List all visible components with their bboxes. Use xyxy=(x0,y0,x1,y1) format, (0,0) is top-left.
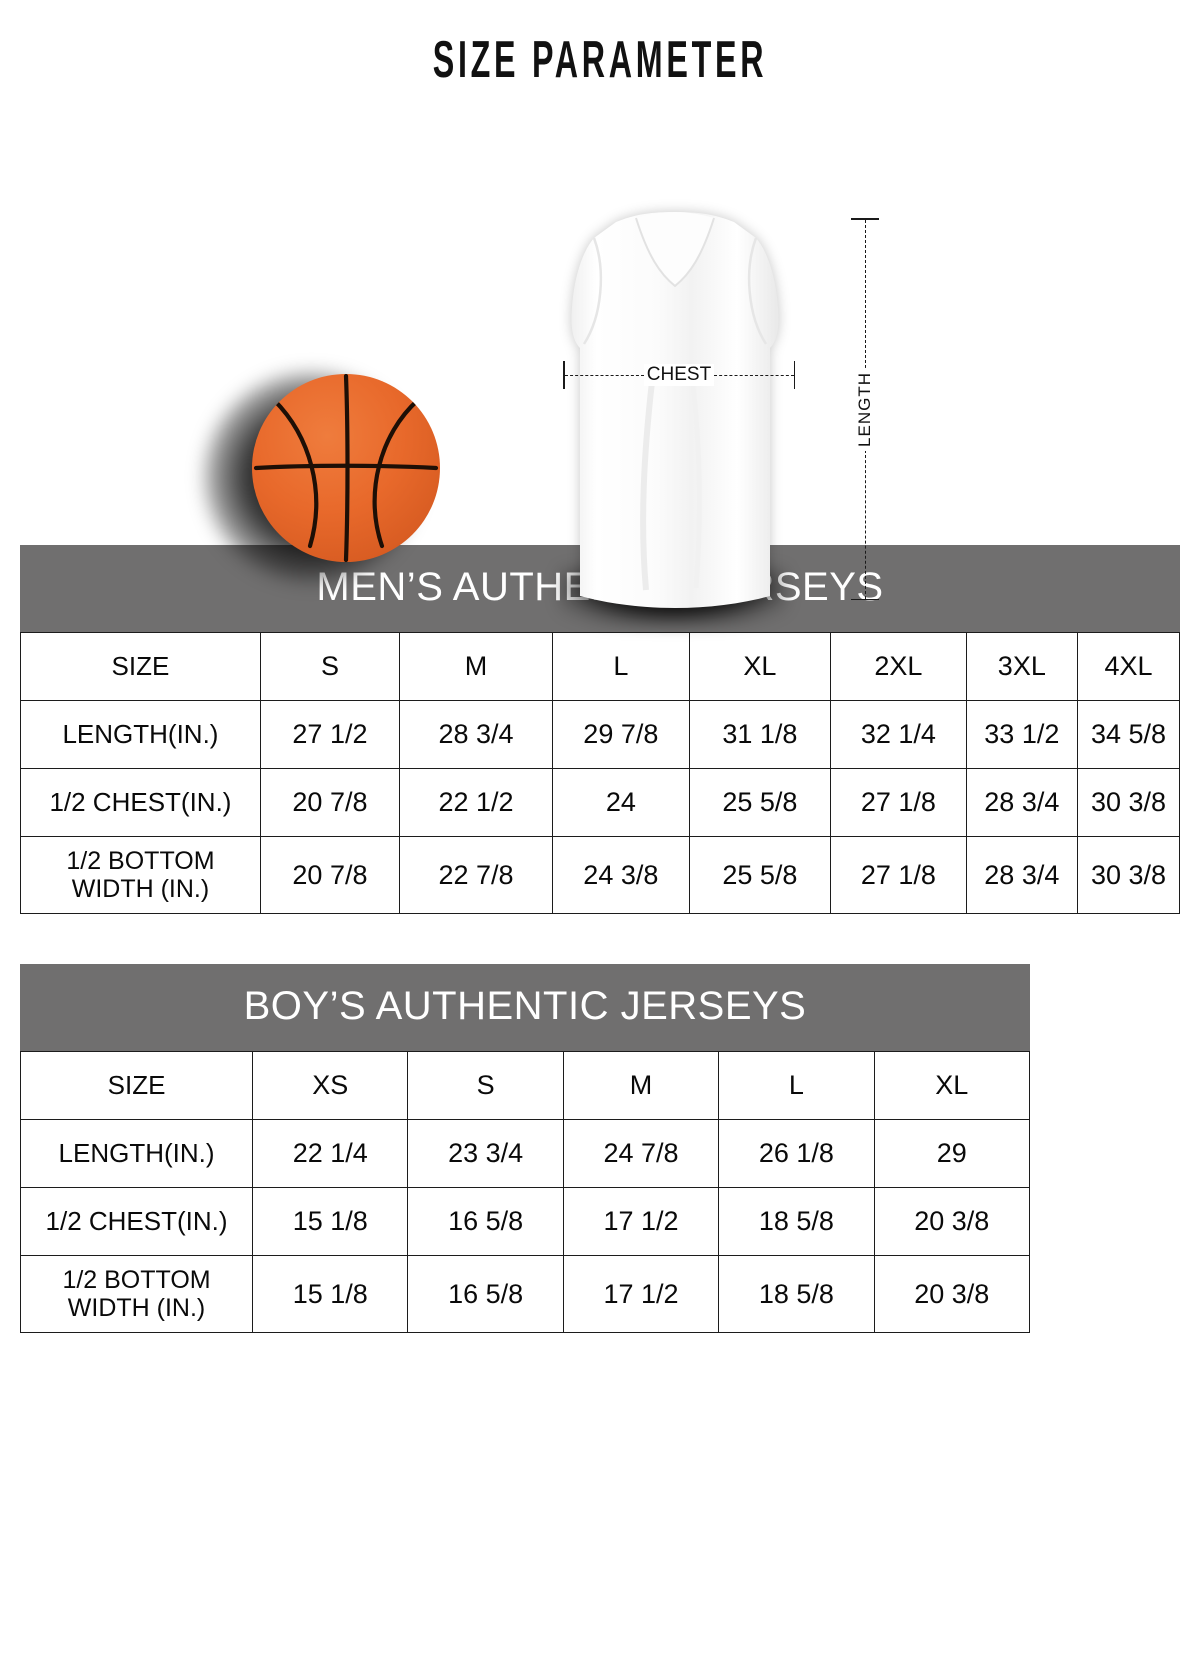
basketball-sphere xyxy=(252,374,440,562)
boys-length-xs: 22 1/4 xyxy=(252,1119,409,1188)
length-cap-top xyxy=(851,218,879,220)
men-header-4xl: 4XL xyxy=(1076,632,1181,701)
men-row-label-bottom-width: 1/2 BOTTOM WIDTH (IN.) xyxy=(20,836,261,914)
men-header-2xl: 2XL xyxy=(830,632,967,701)
men-length-3xl: 33 1/2 xyxy=(965,700,1078,769)
table-row: 1/2 CHEST(IN.) 15 1/8 16 5/8 17 1/2 18 5… xyxy=(19,1187,1031,1256)
boys-table-title: BOY’S AUTHENTIC JERSEYS xyxy=(20,964,1030,1051)
illustration-area: CHEST LENGTH xyxy=(0,90,1200,627)
men-bottom-l: 24 3/8 xyxy=(551,836,690,914)
chest-cap-right xyxy=(793,361,795,389)
men-chest-4xl: 30 3/8 xyxy=(1076,768,1181,837)
men-bottom-m: 22 7/8 xyxy=(398,836,553,914)
men-row-label-length: LENGTH(IN.) xyxy=(20,700,261,769)
men-chest-3xl: 28 3/4 xyxy=(965,768,1078,837)
boys-bottom-xs: 15 1/8 xyxy=(252,1255,409,1333)
table-row: 1/2 CHEST(IN.) 20 7/8 22 1/2 24 25 5/8 2… xyxy=(20,768,1181,837)
boys-header-s: S xyxy=(407,1051,564,1120)
men-bottom-xl: 25 5/8 xyxy=(688,836,832,914)
men-length-4xl: 34 5/8 xyxy=(1076,700,1181,769)
boys-table-block: BOY’S AUTHENTIC JERSEYS SIZE XS S M L XL… xyxy=(19,964,1031,1333)
basketball-icon xyxy=(204,362,448,592)
men-length-m: 28 3/4 xyxy=(398,700,553,769)
men-header-xl: XL xyxy=(688,632,832,701)
boys-header-xs: XS xyxy=(252,1051,409,1120)
page-title: SIZE PARAMETER xyxy=(432,31,768,89)
boys-length-s: 23 3/4 xyxy=(407,1119,564,1188)
men-bottom-s: 20 7/8 xyxy=(259,836,400,914)
length-cap-bottom xyxy=(851,598,879,600)
table-row: LENGTH(IN.) 27 1/2 28 3/4 29 7/8 31 1/8 … xyxy=(20,700,1181,769)
boys-length-m: 24 7/8 xyxy=(562,1119,720,1188)
table-row: 1/2 BOTTOM WIDTH (IN.) 20 7/8 22 7/8 24 … xyxy=(20,836,1181,914)
men-row-label-bottom-width-line1: 1/2 BOTTOM xyxy=(66,847,215,875)
men-length-l: 29 7/8 xyxy=(551,700,690,769)
table-row: 1/2 BOTTOM WIDTH (IN.) 15 1/8 16 5/8 17 … xyxy=(19,1255,1031,1333)
boys-header-m: M xyxy=(562,1051,720,1120)
men-length-xl: 31 1/8 xyxy=(688,700,832,769)
basketball-seams-icon xyxy=(253,374,439,562)
men-length-s: 27 1/2 xyxy=(259,700,400,769)
boys-row-label-bottom-width-line2: WIDTH (IN.) xyxy=(67,1294,206,1322)
table-row-header: SIZE XS S M L XL xyxy=(19,1051,1031,1120)
boys-row-label-bottom-width-line1: 1/2 BOTTOM xyxy=(62,1266,211,1294)
boys-chest-xl: 20 3/8 xyxy=(873,1187,1031,1256)
men-chest-l: 24 xyxy=(551,768,690,837)
boys-bottom-xl: 20 3/8 xyxy=(873,1255,1031,1333)
boys-size-table: SIZE XS S M L XL LENGTH(IN.) 22 1/4 23 3… xyxy=(19,1051,1031,1333)
boys-row-label-length: LENGTH(IN.) xyxy=(19,1119,254,1188)
table-row-header: SIZE S M L XL 2XL 3XL 4XL xyxy=(20,632,1181,701)
length-dash-top xyxy=(864,219,866,368)
men-bottom-3xl: 28 3/4 xyxy=(965,836,1078,914)
men-row-label-bottom-width-line2: WIDTH (IN.) xyxy=(71,875,210,903)
boys-chest-l: 18 5/8 xyxy=(718,1187,875,1256)
boys-header-size: SIZE xyxy=(19,1051,254,1120)
men-chest-xl: 25 5/8 xyxy=(688,768,832,837)
men-chest-2xl: 27 1/8 xyxy=(830,768,967,837)
length-dimension: LENGTH xyxy=(848,218,882,600)
boys-length-xl: 29 xyxy=(873,1119,1031,1188)
men-row-label-chest: 1/2 CHEST(IN.) xyxy=(20,768,261,837)
men-chest-s: 20 7/8 xyxy=(259,768,400,837)
boys-header-l: L xyxy=(718,1051,875,1120)
men-header-3xl: 3XL xyxy=(965,632,1078,701)
men-chest-m: 22 1/2 xyxy=(398,768,553,837)
boys-bottom-m: 17 1/2 xyxy=(562,1255,720,1333)
table-row: LENGTH(IN.) 22 1/4 23 3/4 24 7/8 26 1/8 … xyxy=(19,1119,1031,1188)
boys-row-label-chest: 1/2 CHEST(IN.) xyxy=(19,1187,254,1256)
chest-dimension: CHEST xyxy=(563,358,795,392)
boys-length-l: 26 1/8 xyxy=(718,1119,875,1188)
men-header-s: S xyxy=(259,632,400,701)
boys-chest-s: 16 5/8 xyxy=(407,1187,564,1256)
chest-label: CHEST xyxy=(643,364,715,386)
men-bottom-4xl: 30 3/8 xyxy=(1076,836,1181,914)
chest-dash-left xyxy=(564,374,644,376)
men-header-l: L xyxy=(551,632,690,701)
men-header-size: SIZE xyxy=(20,632,261,701)
boys-bottom-s: 16 5/8 xyxy=(407,1255,564,1333)
boys-chest-m: 17 1/2 xyxy=(562,1187,720,1256)
jersey-outline-icon xyxy=(571,212,779,608)
mens-size-table: SIZE S M L XL 2XL 3XL 4XL LENGTH(IN.) 27… xyxy=(20,632,1181,914)
jersey-icon xyxy=(540,212,810,627)
boys-row-label-bottom-width: 1/2 BOTTOM WIDTH (IN.) xyxy=(19,1255,254,1333)
length-dash-bottom xyxy=(864,450,866,599)
boys-bottom-l: 18 5/8 xyxy=(718,1255,875,1333)
length-label: LENGTH xyxy=(855,367,875,451)
chest-cap-left xyxy=(563,361,565,389)
men-length-2xl: 32 1/4 xyxy=(830,700,967,769)
chest-dash-right xyxy=(714,374,794,376)
boys-chest-xs: 15 1/8 xyxy=(252,1187,409,1256)
boys-header-xl: XL xyxy=(873,1051,1031,1120)
men-bottom-2xl: 27 1/8 xyxy=(830,836,967,914)
men-header-m: M xyxy=(398,632,553,701)
jersey-graphic xyxy=(540,212,810,612)
